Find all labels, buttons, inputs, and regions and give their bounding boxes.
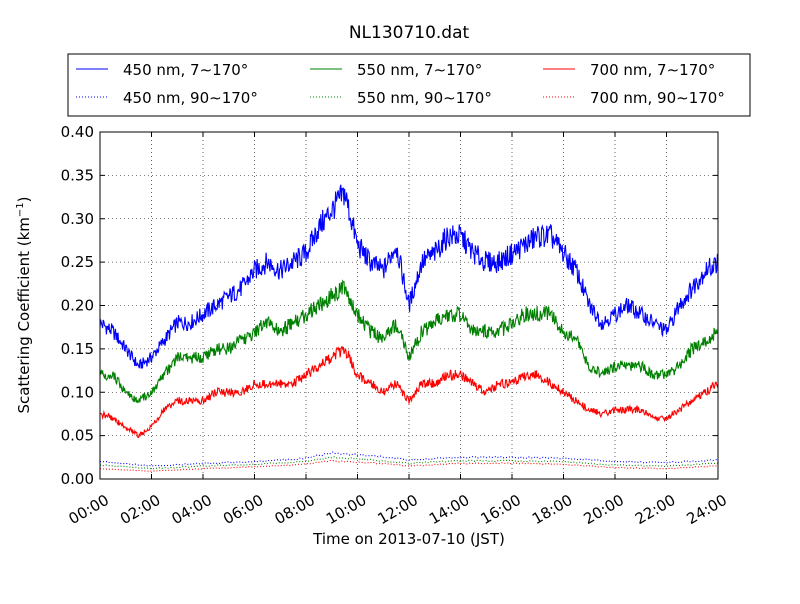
legend: 450 nm, 7∼170° 550 nm, 7∼170° 700 nm, 7∼17… xyxy=(68,54,750,116)
y-tick-label: 0.25 xyxy=(61,253,94,271)
x-tick-label: 06:00 xyxy=(220,491,266,528)
x-tick-label: 02:00 xyxy=(117,491,163,528)
y-tick-label: 0.10 xyxy=(61,383,94,401)
x-axis-label: Time on 2013-07-10 (JST) xyxy=(312,530,505,548)
legend-label: 450 nm, 90∼170° xyxy=(123,89,258,107)
x-tick-label: 10:00 xyxy=(323,491,369,528)
x-tick-label: 24:00 xyxy=(684,491,730,528)
series-550-nm-90-170 xyxy=(100,457,718,469)
y-tick-label: 0.40 xyxy=(61,123,94,141)
x-tick-label: 00:00 xyxy=(66,491,112,528)
x-tick-label: 18:00 xyxy=(529,491,575,528)
y-axis-label: Scattering Coefficient (km−1) xyxy=(15,196,33,413)
legend-label: 700 nm, 7∼170° xyxy=(590,61,715,79)
legend-label: 550 nm, 90∼170° xyxy=(357,89,492,107)
x-tick-label: 14:00 xyxy=(426,491,472,528)
series-line xyxy=(100,457,718,469)
y-axis-label-superscript: −1 xyxy=(15,202,26,217)
x-tick-label: 04:00 xyxy=(169,491,215,528)
x-tick-label: 20:00 xyxy=(581,491,627,528)
chart-title: NL130710.dat xyxy=(349,23,470,43)
x-tick-label: 16:00 xyxy=(478,491,524,528)
y-tick-label: 0.30 xyxy=(61,210,94,228)
y-tick-label: 0.35 xyxy=(61,166,94,184)
x-tick-label: 12:00 xyxy=(375,491,421,528)
series-line xyxy=(100,460,718,471)
y-axis-label-close: ) xyxy=(15,196,33,202)
y-tick-label: 0.00 xyxy=(61,470,94,488)
y-tick-label: 0.20 xyxy=(61,297,94,315)
y-axis-label-main: Scattering Coefficient (km xyxy=(15,217,33,413)
series-700-nm-90-170 xyxy=(100,460,718,471)
y-tick-labels: 0.00 0.05 0.10 0.15 0.20 0.25 0.30 0.35 0.40 xyxy=(61,123,94,488)
legend-label: 450 nm, 7∼170° xyxy=(123,61,248,79)
y-tick-label: 0.05 xyxy=(61,427,94,445)
legend-label: 550 nm, 7∼170° xyxy=(357,61,482,79)
x-tick-label: 22:00 xyxy=(632,491,678,528)
legend-label: 700 nm, 90∼170° xyxy=(590,89,725,107)
x-tick-label: 08:00 xyxy=(272,491,318,528)
y-tick-label: 0.15 xyxy=(61,340,94,358)
